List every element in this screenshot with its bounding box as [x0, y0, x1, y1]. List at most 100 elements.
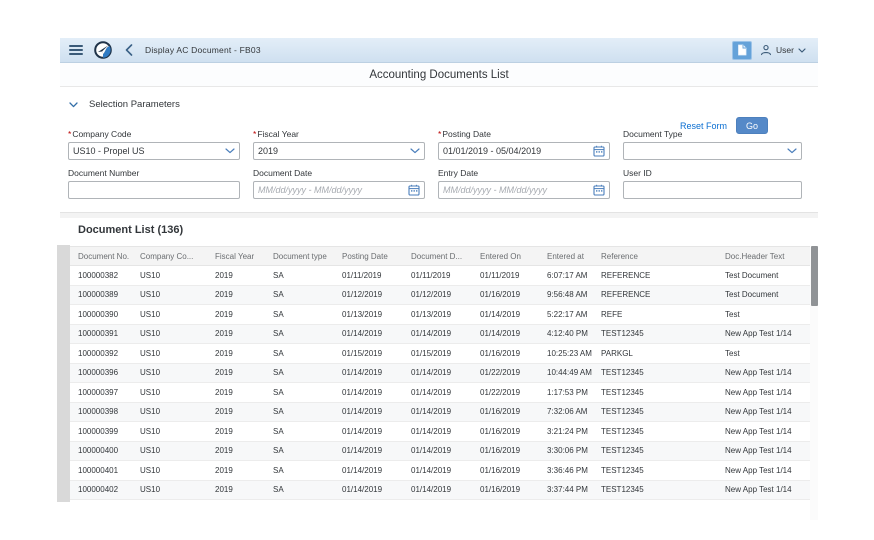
- table-cell: 2019: [215, 290, 233, 300]
- table-cell: SA: [273, 290, 284, 300]
- table-cell: SA: [273, 407, 284, 417]
- table-cell: 01/16/2019: [480, 426, 521, 436]
- field-document-date: Document Date: [253, 168, 425, 199]
- column-header[interactable]: Posting Date: [342, 251, 388, 261]
- table-row[interactable]: 100000390 US10 2019 SA 01/13/2019 01/13/2019 0…: [60, 305, 810, 325]
- table-cell: 01/15/2019: [342, 348, 383, 358]
- fiscal-year-select[interactable]: 2019: [253, 142, 425, 160]
- table-cell: SA: [273, 309, 284, 319]
- table-cell: 01/14/2019: [411, 368, 452, 378]
- chevron-down-icon: [787, 148, 797, 154]
- table-cell: 01/14/2019: [411, 329, 452, 339]
- table-row[interactable]: 100000389 US10 2019 SA 01/12/2019 01/12/2019 0…: [60, 285, 810, 305]
- table-cell: 2019: [215, 485, 233, 495]
- table-body: 100000382 US10 2019 SA 01/11/2019 01/11/2019 0…: [60, 266, 810, 500]
- table-cell: US10: [140, 329, 161, 339]
- table-scrollbar-track[interactable]: [810, 246, 818, 520]
- table-cell: SA: [273, 368, 284, 378]
- table-cell: Test Document: [725, 290, 779, 300]
- posting-date-input[interactable]: 01/01/2019 - 05/04/2019: [438, 142, 610, 160]
- table-cell: TEST12345: [601, 446, 644, 456]
- column-header[interactable]: Reference: [601, 251, 638, 261]
- document-date-label: Document Date: [253, 168, 313, 178]
- calendar-icon[interactable]: [593, 184, 605, 196]
- column-header[interactable]: Document No.: [78, 251, 130, 261]
- column-header[interactable]: Document D...: [411, 251, 463, 261]
- table-cell: TEST12345: [601, 465, 644, 475]
- company-code-select[interactable]: US10 - Propel US: [68, 142, 240, 160]
- table-cell: 01/14/2019: [480, 309, 521, 319]
- calendar-icon[interactable]: [593, 145, 605, 157]
- table-scrollbar-thumb[interactable]: [810, 246, 818, 306]
- table-cell: 100000399: [78, 426, 119, 436]
- table-cell: 01/14/2019: [411, 407, 452, 417]
- section-title: Selection Parameters: [89, 99, 180, 110]
- field-user-id: User ID: [623, 168, 802, 199]
- table-cell: US10: [140, 485, 161, 495]
- selection-parameters-toggle[interactable]: Selection Parameters: [60, 87, 818, 110]
- card-gap: [60, 213, 818, 218]
- table-row[interactable]: 100000398 US10 2019 SA 01/14/2019 01/14/2019 0…: [60, 402, 810, 422]
- table-cell: REFERENCE: [601, 290, 651, 300]
- field-company-code: *Company Code US10 - Propel US: [68, 129, 240, 160]
- table-row[interactable]: 100000396 US10 2019 SA 01/14/2019 01/14/2019 0…: [60, 363, 810, 383]
- table-header-row: Document No. Company Co... Fiscal Year Docu…: [60, 246, 810, 266]
- document-number-input[interactable]: [73, 185, 235, 195]
- table-cell: New App Test 1/14: [725, 407, 792, 417]
- table-row[interactable]: 100000392 US10 2019 SA 01/15/2019 01/15/2019 0…: [60, 344, 810, 364]
- table-cell: US10: [140, 290, 161, 300]
- table-cell: 01/16/2019: [480, 290, 521, 300]
- table-cell: TEST12345: [601, 387, 644, 397]
- table-row[interactable]: 100000402 US10 2019 SA 01/14/2019 01/14/2019 0…: [60, 480, 810, 500]
- table-cell: TEST12345: [601, 329, 644, 339]
- document-type-select[interactable]: [623, 142, 802, 160]
- user-id-input[interactable]: [628, 185, 797, 195]
- table-cell: US10: [140, 465, 161, 475]
- table-cell: SA: [273, 270, 284, 280]
- table-cell: 100000382: [78, 270, 119, 280]
- reset-form-link[interactable]: Reset Form: [679, 120, 727, 131]
- app-window: Display AC Document - FB03 User: [60, 38, 818, 540]
- document-date-input[interactable]: [258, 185, 408, 195]
- column-header[interactable]: Entered On: [480, 251, 521, 261]
- column-header[interactable]: Fiscal Year: [215, 251, 255, 261]
- calendar-icon[interactable]: [408, 184, 420, 196]
- table-row[interactable]: 100000382 US10 2019 SA 01/11/2019 01/11/2019 0…: [60, 266, 810, 286]
- column-header[interactable]: Document type: [273, 251, 327, 261]
- table-cell: 01/14/2019: [342, 465, 383, 475]
- entry-date-input[interactable]: [443, 185, 593, 195]
- table-row[interactable]: 100000391 US10 2019 SA 01/14/2019 01/14/2019 0…: [60, 324, 810, 344]
- user-menu[interactable]: User: [760, 44, 812, 56]
- table-row[interactable]: 100000397 US10 2019 SA 01/14/2019 01/14/2019 0…: [60, 383, 810, 403]
- table-cell: New App Test 1/14: [725, 446, 792, 456]
- menu-icon[interactable]: [69, 45, 83, 55]
- column-header[interactable]: Company Co...: [140, 251, 194, 261]
- table-cell: 01/11/2019: [480, 270, 520, 280]
- table-cell: Test Document: [725, 270, 779, 280]
- back-chevron-icon[interactable]: [125, 44, 133, 56]
- column-header[interactable]: Entered at: [547, 251, 584, 261]
- table-cell: TEST12345: [601, 485, 644, 495]
- go-button[interactable]: Go: [735, 117, 768, 134]
- left-scrollbar-track[interactable]: [57, 245, 70, 502]
- table-cell: 2019: [215, 270, 233, 280]
- user-label: User: [776, 45, 794, 55]
- copy-document-button[interactable]: [732, 40, 753, 60]
- table-cell: 01/16/2019: [480, 465, 521, 475]
- table-cell: 5:22:17 AM: [547, 309, 588, 319]
- table-row[interactable]: 100000399 US10 2019 SA 01/14/2019 01/14/2019 0…: [60, 422, 810, 442]
- table-cell: 100000396: [78, 368, 119, 378]
- table-cell: 01/14/2019: [411, 465, 452, 475]
- table-cell: 100000400: [78, 446, 119, 456]
- table-cell: TEST12345: [601, 426, 644, 436]
- table-cell: REFE: [601, 309, 623, 319]
- table-cell: 2019: [215, 309, 233, 319]
- table-cell: US10: [140, 446, 161, 456]
- table-cell: 01/14/2019: [411, 446, 452, 456]
- document-date-input-wrap: [253, 181, 425, 199]
- column-header[interactable]: Doc.Header Text: [725, 251, 785, 261]
- table-row[interactable]: 100000400 US10 2019 SA 01/14/2019 01/14/2019 0…: [60, 441, 810, 461]
- table-cell: US10: [140, 407, 161, 417]
- table-row[interactable]: 100000401 US10 2019 SA 01/14/2019 01/14/2019 0…: [60, 461, 810, 481]
- page-title: Accounting Documents List: [369, 68, 509, 81]
